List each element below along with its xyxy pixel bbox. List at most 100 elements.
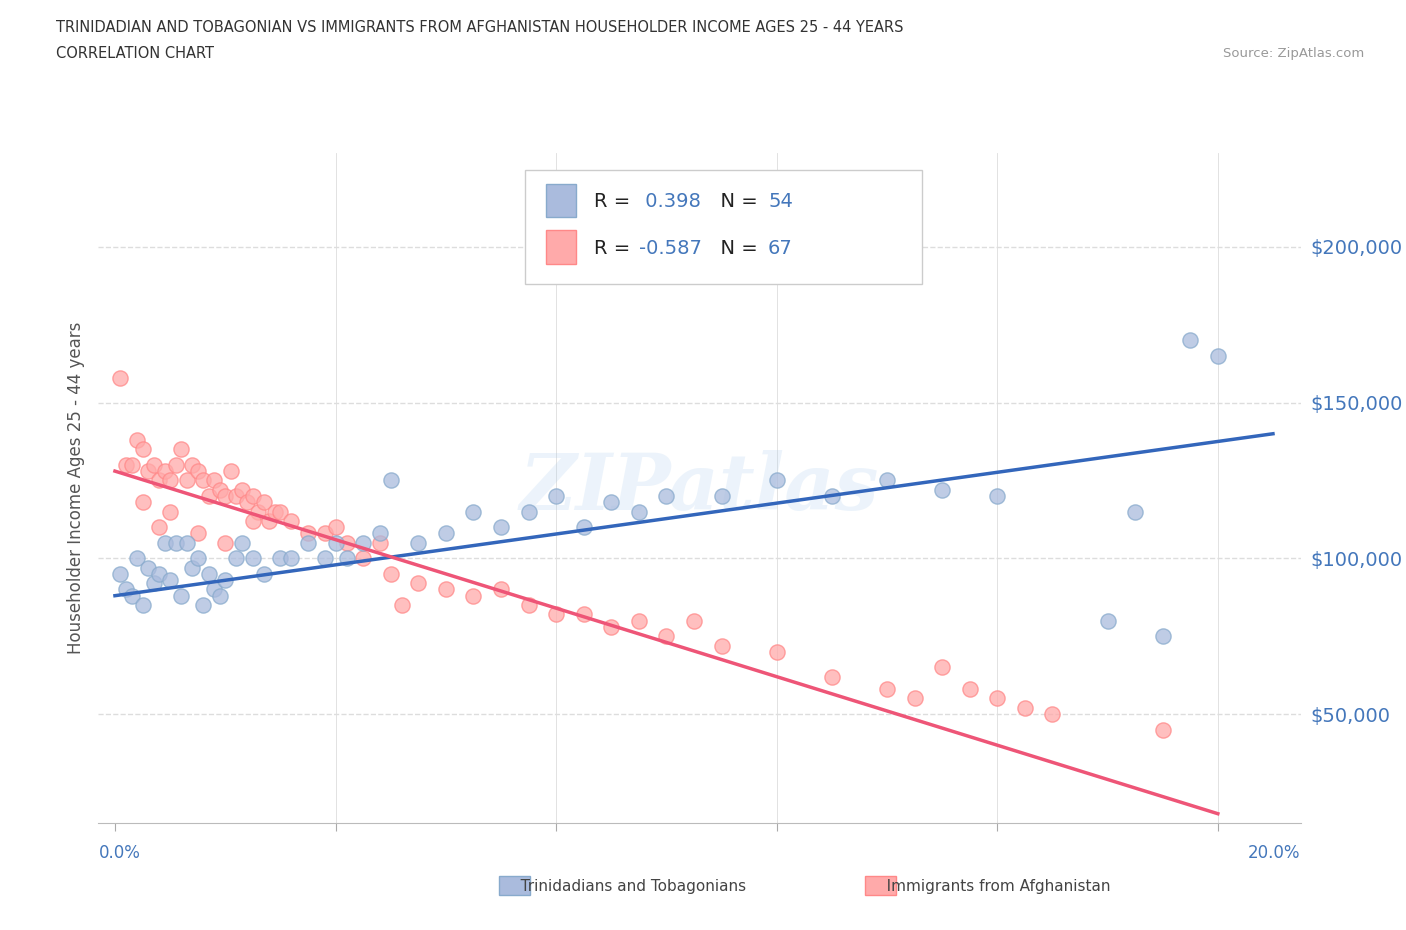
Point xyxy=(170,589,193,604)
Text: N =: N = xyxy=(707,193,763,211)
Point xyxy=(380,473,402,488)
Point xyxy=(187,551,209,565)
Point xyxy=(253,566,276,581)
Point xyxy=(121,589,143,604)
Point xyxy=(165,458,187,472)
Point xyxy=(269,504,291,519)
Point xyxy=(489,582,512,597)
Point xyxy=(463,504,485,519)
Point xyxy=(214,573,236,588)
Text: ZIPatlas: ZIPatlas xyxy=(520,450,879,526)
Point xyxy=(197,488,219,503)
Point xyxy=(148,473,170,488)
Point xyxy=(517,598,540,613)
Point xyxy=(148,520,170,535)
Point xyxy=(142,576,165,591)
Point xyxy=(325,520,347,535)
Point xyxy=(572,520,595,535)
Point xyxy=(253,495,276,510)
Point xyxy=(136,464,159,479)
Point xyxy=(125,551,148,565)
Point xyxy=(517,504,540,519)
Text: Trinidadians and Tobagonians: Trinidadians and Tobagonians xyxy=(506,879,747,894)
Point xyxy=(489,520,512,535)
FancyBboxPatch shape xyxy=(526,170,922,284)
Point xyxy=(352,551,374,565)
Point xyxy=(219,464,242,479)
Point xyxy=(193,473,215,488)
Point xyxy=(159,504,181,519)
Point xyxy=(903,691,925,706)
Point xyxy=(136,560,159,575)
Point xyxy=(202,473,225,488)
Point xyxy=(242,488,264,503)
Point xyxy=(600,495,623,510)
Point xyxy=(187,526,209,541)
Point xyxy=(325,536,347,551)
Point xyxy=(1152,723,1174,737)
Text: 20.0%: 20.0% xyxy=(1249,844,1301,862)
Point xyxy=(225,551,247,565)
Point xyxy=(572,607,595,622)
Point xyxy=(1042,707,1064,722)
FancyBboxPatch shape xyxy=(546,183,575,217)
Text: N =: N = xyxy=(707,239,763,258)
Point xyxy=(876,682,898,697)
Point xyxy=(335,551,357,565)
Point xyxy=(208,589,231,604)
Point xyxy=(463,589,485,604)
Point xyxy=(181,560,204,575)
Point xyxy=(655,629,678,644)
Text: CORRELATION CHART: CORRELATION CHART xyxy=(56,46,214,61)
Point xyxy=(153,536,176,551)
Point xyxy=(121,458,143,472)
Point xyxy=(231,536,253,551)
Point xyxy=(247,504,270,519)
Point xyxy=(546,488,568,503)
Point xyxy=(231,483,253,498)
Point xyxy=(214,536,236,551)
Point xyxy=(655,488,678,503)
Point xyxy=(368,536,391,551)
Point xyxy=(159,473,181,488)
Point xyxy=(280,551,302,565)
Text: R =: R = xyxy=(593,239,636,258)
Point xyxy=(165,536,187,551)
Point xyxy=(627,504,650,519)
Point xyxy=(125,432,148,447)
Point xyxy=(280,513,302,528)
Point xyxy=(765,644,787,659)
Text: 67: 67 xyxy=(768,239,793,258)
Point xyxy=(710,638,733,653)
Point xyxy=(110,566,132,581)
Text: TRINIDADIAN AND TOBAGONIAN VS IMMIGRANTS FROM AFGHANISTAN HOUSEHOLDER INCOME AGE: TRINIDADIAN AND TOBAGONIAN VS IMMIGRANTS… xyxy=(56,20,904,35)
Point xyxy=(159,573,181,588)
Point xyxy=(600,619,623,634)
Point xyxy=(1014,700,1036,715)
Point xyxy=(297,526,319,541)
Point xyxy=(181,458,204,472)
Point xyxy=(1097,613,1119,628)
Point xyxy=(931,660,953,675)
Point xyxy=(314,551,336,565)
Point xyxy=(131,495,153,510)
Point xyxy=(627,613,650,628)
Point xyxy=(683,613,706,628)
Point xyxy=(986,488,1008,503)
Point xyxy=(115,582,138,597)
Point xyxy=(197,566,219,581)
Point xyxy=(236,495,259,510)
Point xyxy=(959,682,981,697)
Point xyxy=(131,598,153,613)
Point xyxy=(368,526,391,541)
Point xyxy=(225,488,247,503)
Point xyxy=(406,536,429,551)
Point xyxy=(148,566,170,581)
Point xyxy=(314,526,336,541)
Point xyxy=(187,464,209,479)
Point xyxy=(352,536,374,551)
Point xyxy=(214,488,236,503)
Point xyxy=(202,582,225,597)
Point xyxy=(131,442,153,457)
Point xyxy=(269,551,291,565)
